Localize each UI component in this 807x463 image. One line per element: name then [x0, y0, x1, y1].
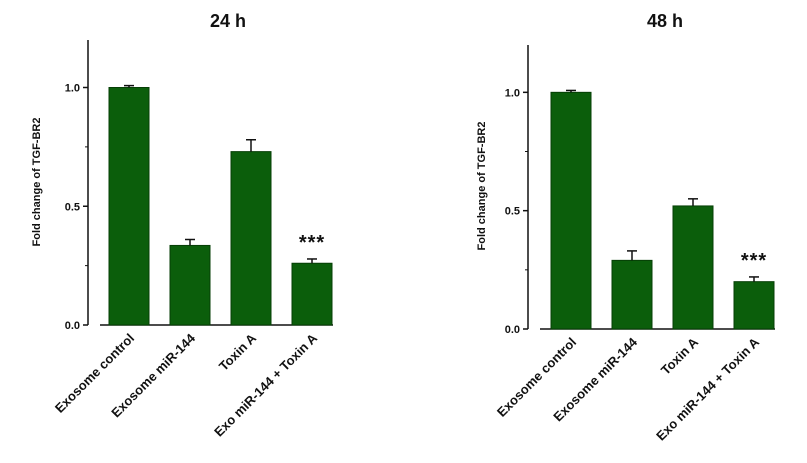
x-tick-label: Toxin A	[658, 334, 702, 378]
bar	[291, 262, 333, 326]
x-tick-label: Toxin A	[216, 330, 260, 374]
bar	[733, 281, 775, 330]
y-tick-label: 0.0	[505, 324, 520, 336]
x-tick-label: Exo miR-144 + Toxin A	[653, 334, 762, 443]
chart-title: 48 h	[647, 11, 683, 31]
y-tick-label: 1.0	[65, 83, 80, 95]
bar	[672, 205, 714, 330]
bar	[230, 151, 272, 326]
y-axis-label: Fold change of TGF-BR2	[31, 118, 43, 247]
y-tick-label: 0.5	[65, 201, 80, 213]
y-tick-label: 0.5	[505, 206, 520, 218]
y-tick-label: 0.0	[65, 320, 80, 332]
x-tick-label: Exo miR-144 + Toxin A	[211, 330, 320, 439]
bar	[169, 244, 211, 326]
bar	[108, 87, 150, 326]
significance-label: ***	[741, 250, 767, 272]
bar	[550, 91, 592, 330]
significance-label: ***	[299, 232, 325, 254]
bar	[611, 259, 653, 330]
y-tick-label: 1.0	[505, 87, 520, 99]
chart-panel-48h: 48 h Fold change of TGF-BR2 0.0 0.5 1.0 Exo…	[476, 11, 775, 443]
chart-title: 24 h	[210, 11, 246, 31]
y-axis-label: Fold change of TGF-BR2	[476, 122, 488, 251]
chart-panel-24h: 24 h Fold change of TGF-BR2 0.0 0.5 1.0 Exo…	[31, 11, 333, 439]
